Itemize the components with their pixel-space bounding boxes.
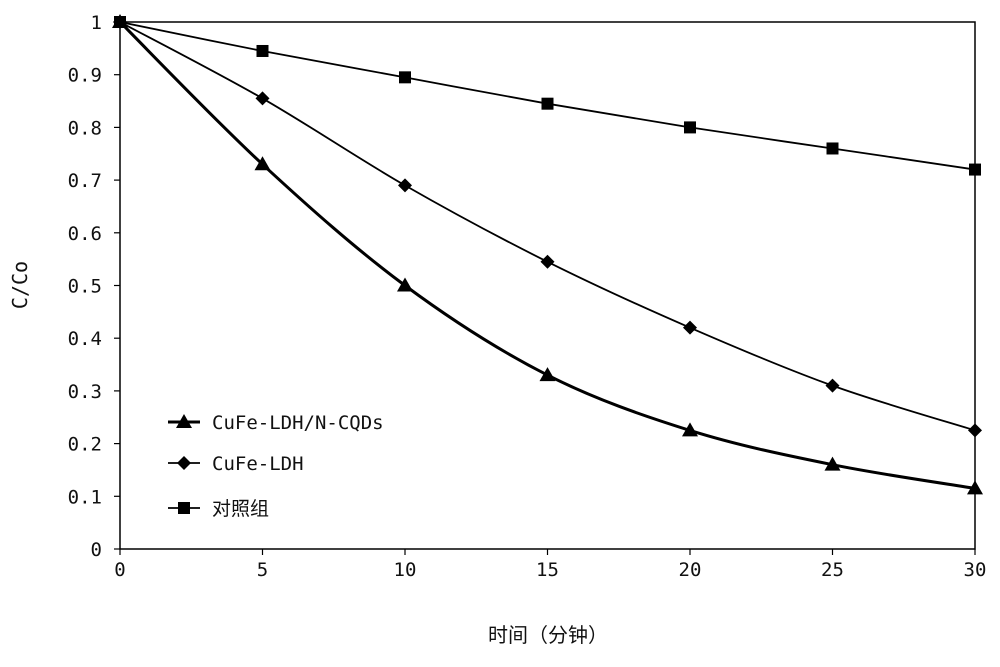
data-point-diamond [826, 379, 840, 393]
y-tick-label: 0.9 [68, 65, 102, 87]
line-chart: 0 0.1 0.2 0.3 0.4 0.5 0.6 0.7 0.8 0.9 1 0 5 10 15 20 25… [0, 0, 1000, 667]
data-point-diamond [968, 423, 982, 437]
x-axis: 0 5 10 15 20 25 30 [114, 549, 986, 581]
x-axis-label: 时间（分钟） [488, 623, 608, 647]
y-tick-label: 1 [91, 12, 102, 34]
data-point-triangle [540, 367, 556, 381]
data-point-diamond [541, 255, 555, 269]
x-tick-label: 30 [964, 559, 987, 581]
y-tick-label: 0.4 [68, 328, 102, 350]
series-square [114, 16, 981, 176]
y-axis-label: C/Co [8, 261, 32, 309]
data-point-square [827, 142, 839, 154]
data-point-diamond [683, 321, 697, 335]
legend: CuFe-LDH/N-CQDs CuFe-LDH 对照组 [168, 412, 384, 520]
x-tick-label: 25 [821, 559, 844, 581]
y-axis: 0 0.1 0.2 0.3 0.4 0.5 0.6 0.7 0.8 0.9 1 [68, 12, 120, 561]
y-tick-label: 0.2 [68, 434, 102, 456]
data-point-square [969, 164, 981, 176]
series-line [120, 22, 975, 170]
data-point-square [542, 98, 554, 110]
x-tick-label: 10 [394, 559, 417, 581]
data-point-square [257, 45, 269, 57]
x-tick-label: 15 [536, 559, 559, 581]
y-tick-label: 0.1 [68, 486, 102, 508]
legend-label: 对照组 [212, 498, 269, 520]
legend-item: CuFe-LDH/N-CQDs [168, 412, 384, 434]
data-point-square [684, 121, 696, 133]
legend-item: 对照组 [168, 498, 269, 520]
y-tick-label: 0 [91, 539, 102, 561]
data-point-square [114, 16, 126, 28]
y-tick-label: 0.8 [68, 117, 102, 139]
data-point-square [399, 71, 411, 83]
legend-label: CuFe-LDH/N-CQDs [212, 412, 384, 434]
y-tick-label: 0.6 [68, 223, 102, 245]
legend-item: CuFe-LDH [168, 453, 304, 475]
y-tick-label: 0.3 [68, 381, 102, 403]
data-point-diamond [256, 91, 270, 105]
legend-label: CuFe-LDH [212, 453, 304, 475]
y-tick-label: 0.5 [68, 276, 102, 298]
data-point-diamond [398, 178, 412, 192]
x-tick-label: 0 [114, 559, 125, 581]
legend-marker-square [178, 502, 190, 514]
x-tick-label: 5 [257, 559, 268, 581]
x-tick-label: 20 [679, 559, 702, 581]
legend-marker-diamond [177, 456, 191, 470]
y-tick-label: 0.7 [68, 170, 102, 192]
